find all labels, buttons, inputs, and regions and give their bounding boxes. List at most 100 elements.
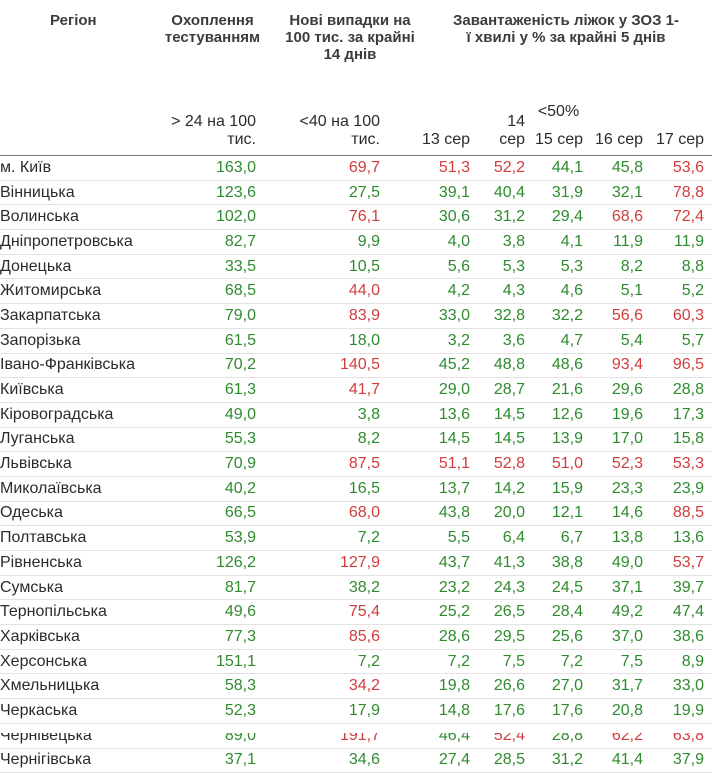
- bed-load-value: 4,0: [420, 229, 478, 255]
- testing-threshold: > 24 на 100 тис.: [171, 113, 256, 148]
- table-row: Запорізька 61,5 18,0 3,2 3,6 4,7 5,4 5,7: [0, 328, 712, 354]
- testing-value: 79,0: [145, 303, 280, 329]
- region-name: Харківська: [0, 624, 145, 650]
- region-name: Черкаська: [0, 698, 145, 724]
- bed-load-value: 44,1: [533, 155, 591, 181]
- bed-load-value: 96,5: [651, 353, 712, 379]
- region-name: Волинська: [0, 204, 145, 231]
- bed-load-value: 41,4: [591, 748, 651, 773]
- testing-value: 58,3: [145, 673, 280, 700]
- region-name: Івано-Франківська: [0, 353, 145, 379]
- new-cases-value: 140,5: [280, 353, 420, 379]
- table-row: Полтавська 53,9 7,2 5,5 6,4 6,7 13,8 13,6: [0, 525, 712, 551]
- bed-load-value: 45,2: [420, 353, 478, 379]
- day-header: 14 сер: [499, 113, 525, 148]
- bed-load-value: 8,2: [591, 254, 651, 280]
- bed-load-value: 17,6: [533, 698, 591, 724]
- testing-value: 70,9: [145, 451, 280, 477]
- bed-load-value: 32,8: [478, 303, 533, 329]
- bed-load-value: 14,5: [478, 427, 533, 453]
- bed-load-value: 29,4: [533, 204, 591, 231]
- bed-load-value: 21,6: [533, 377, 591, 403]
- bed-load-value: 14,8: [420, 698, 478, 724]
- bed-load-value: 51,3: [420, 155, 478, 181]
- bed-load-value: 5,3: [478, 254, 533, 280]
- table-row: Донецька 33,5 10,5 5,6 5,3 5,3 8,2 8,8: [0, 254, 712, 280]
- bed-load-value: 47,4: [651, 599, 712, 626]
- testing-value: 163,0: [145, 155, 280, 181]
- bed-load-value: 23,2: [420, 575, 478, 601]
- testing-value: 102,0: [145, 204, 280, 231]
- new-cases-value: 8,2: [280, 427, 420, 453]
- bed-load-value: 7,2: [533, 649, 591, 675]
- table-row: Сумська 81,7 38,2 23,2 24,3 24,5 37,1 39,7: [0, 575, 712, 601]
- table-row: Дніпропетровська 82,7 9,9 4,0 3,8 4,1 11,9 11,9: [0, 229, 712, 255]
- bed-load-value: 29,5: [478, 624, 533, 650]
- bed-load-value: 14,6: [591, 501, 651, 527]
- bed-load-value: 4,1: [533, 229, 591, 255]
- new-cases-value: 17,9: [280, 698, 420, 724]
- bed-load-value: 11,9: [591, 229, 651, 255]
- beds-threshold: <50%: [537, 103, 580, 120]
- new-cases-value: 18,0: [280, 328, 420, 354]
- testing-value: 49,0: [145, 402, 280, 428]
- bed-load-value: 15,8: [651, 427, 712, 453]
- new-cases-value: 85,6: [280, 624, 420, 650]
- region-name: Миколаївська: [0, 476, 145, 502]
- bed-load-value: 31,7: [591, 673, 651, 700]
- new-cases-value: 69,7: [280, 155, 420, 181]
- day-header: <50% 15 сер: [534, 103, 583, 148]
- day-header: 17 сер: [655, 131, 704, 148]
- table-row: Одеська 66,5 68,0 43,8 20,0 12,1 14,6 88,5: [0, 501, 712, 527]
- bed-load-value: 4,7: [533, 328, 591, 354]
- bed-load-value: 13,9: [533, 427, 591, 453]
- testing-value: 82,7: [145, 229, 280, 255]
- testing-value: 68,5: [145, 278, 280, 305]
- threshold-empty: [0, 102, 145, 155]
- header-row: Регіон Охоплення тестуванням Нові випадк…: [0, 0, 712, 102]
- region-name: м. Київ: [0, 155, 145, 181]
- table-row: Кіровоградська 49,0 3,8 13,6 14,5 12,6 19,6 17,…: [0, 402, 712, 428]
- bed-load-value: 11,9: [651, 229, 712, 255]
- bed-load-value: 5,1: [591, 278, 651, 305]
- new-cases-value: 38,2: [280, 575, 420, 601]
- testing-value: 66,5: [145, 501, 280, 527]
- bed-load-value: 52,3: [591, 451, 651, 477]
- day-header: 16 сер: [594, 131, 643, 148]
- bed-load-value: 56,6: [591, 303, 651, 329]
- day-header: 13 сер: [421, 131, 470, 148]
- bed-load-value: 37,1: [591, 575, 651, 601]
- bed-load-value: 28,4: [533, 599, 591, 626]
- bed-load-value: 29,6: [591, 377, 651, 403]
- table-row: Івано-Франківська 70,2 140,5 45,2 48,8 48,6 93…: [0, 353, 712, 379]
- region-name: Рівненська: [0, 550, 145, 576]
- bed-load-value: 24,5: [533, 575, 591, 601]
- new-cases-value: 68,0: [280, 501, 420, 527]
- new-cases-threshold: <40 на 100 тис.: [299, 113, 380, 148]
- bed-load-value: 38,6: [651, 624, 712, 650]
- bed-load-value: 40,4: [478, 180, 533, 206]
- bed-load-value: 19,6: [591, 402, 651, 428]
- new-cases-value: 44,0: [280, 278, 420, 305]
- region-name: Полтавська: [0, 525, 145, 551]
- table-row: Київська 61,3 41,7 29,0 28,7 21,6 29,6 28,8: [0, 377, 712, 403]
- new-cases-value: 76,1: [280, 204, 420, 231]
- new-cases-value: 3,8: [280, 402, 420, 428]
- testing-value: 40,2: [145, 476, 280, 502]
- bed-load-value: 32,1: [591, 180, 651, 206]
- bed-load-value: 26,5: [478, 599, 533, 626]
- bed-load-value: 19,8: [420, 673, 478, 700]
- bed-load-value: 3,2: [420, 328, 478, 354]
- testing-value: 123,6: [145, 180, 280, 206]
- table-row: Рівненська 126,2 127,9 43,7 41,3 38,8 49,0 53,7: [0, 550, 712, 576]
- bed-load-value: 51,0: [533, 451, 591, 477]
- bed-load-value: 5,3: [533, 254, 591, 280]
- header-region: Регіон: [50, 12, 97, 29]
- bed-load-value: 25,6: [533, 624, 591, 650]
- bed-load-value: 25,2: [420, 599, 478, 626]
- testing-value: 37,1: [145, 748, 280, 773]
- testing-value: 81,7: [145, 575, 280, 601]
- testing-value: 77,3: [145, 624, 280, 650]
- bed-load-value: 30,6: [420, 204, 478, 231]
- region-name: Одеська: [0, 501, 145, 527]
